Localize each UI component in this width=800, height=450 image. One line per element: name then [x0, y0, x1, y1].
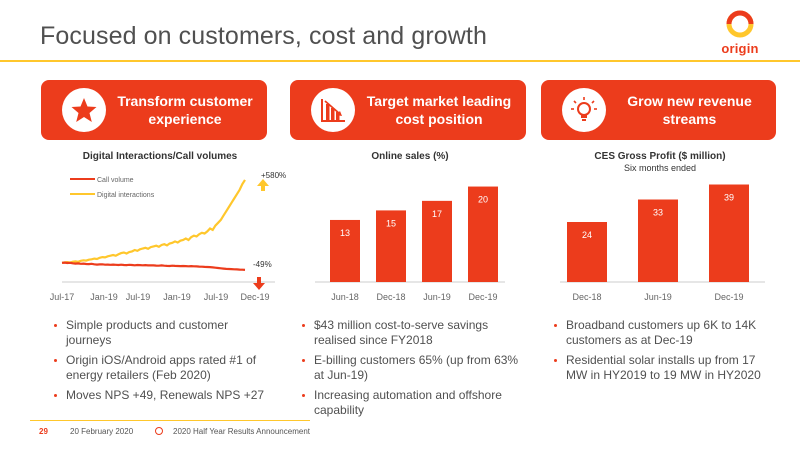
footer-divider: [30, 420, 310, 421]
origin-logo-icon: [726, 10, 754, 38]
bullet-item: Moves NPS +49, Renewals NPS +27: [52, 388, 272, 403]
star-icon: [71, 98, 97, 122]
x-tick-label: Jul-19: [204, 292, 229, 302]
banner-label: Grow new revenue streams: [627, 93, 752, 127]
series-line-digital-interactions: [61, 179, 246, 264]
line-chart-legend: Call volume Digital interactions: [70, 177, 155, 199]
chart-title-online-sales: Online sales (%): [371, 151, 449, 162]
down-arrow-icon: [253, 277, 265, 290]
bullet-item: Residential solar installs up from 17 MW…: [552, 353, 774, 383]
bullet-list-customer: Simple products and customer journeys Or…: [52, 318, 272, 408]
x-tick-label: Dec-19: [714, 292, 743, 302]
x-tick-label: Dec-19: [468, 292, 497, 302]
x-tick-label: Jun-19: [423, 292, 451, 302]
line-chart: Call volume Digital interactions +580% -…: [50, 171, 286, 302]
bar: [468, 186, 498, 282]
bullet-list-cost: $43 million cost-to-serve savings realis…: [300, 318, 528, 423]
chart-title-digital: Digital Interactions/Call volumes: [82, 151, 238, 162]
bullet-list-revenue: Broadband customers up 6K to 14K custome…: [552, 318, 774, 388]
bar-value-label: 13: [340, 228, 350, 238]
slide-title: Focused on customers, cost and growth: [40, 22, 487, 50]
x-tick-label: Jan-19: [163, 292, 191, 302]
legend-label-call-volume: Call volume: [97, 177, 134, 184]
bar-value-label: 24: [582, 230, 592, 240]
bar-value-label: 20: [478, 195, 488, 205]
x-tick-label: Jul-19: [126, 292, 151, 302]
x-tick-label: Jun-19: [644, 292, 672, 302]
lightbulb-icon-badge: [562, 88, 606, 132]
bar-value-label: 17: [432, 209, 442, 219]
cost-chart-icon: [321, 99, 345, 122]
footer-ring-icon: [155, 427, 163, 435]
bar-value-label: 33: [653, 208, 663, 218]
footer-event: 2020 Half Year Results Announcement: [173, 427, 310, 436]
bar-value-label: 39: [724, 193, 734, 203]
bar-value-label: 15: [386, 218, 396, 228]
cost-chart-icon-badge: [311, 88, 355, 132]
annotation-minus-49: -49%: [253, 260, 272, 269]
x-tick-label: Dec-18: [572, 292, 601, 302]
bullet-item: Simple products and customer journeys: [52, 318, 272, 348]
bar: [376, 210, 406, 282]
bullet-item: $43 million cost-to-serve savings realis…: [300, 318, 528, 348]
bar-chart-ces-profit: 24 Dec-18 33 Jun-19 39 Dec-19: [560, 184, 765, 302]
star-icon-badge: [62, 88, 106, 132]
lightbulb-icon: [571, 97, 597, 121]
title-divider: [0, 60, 800, 62]
x-tick-label: Dec-19: [240, 292, 269, 302]
banner-cost-position: Target market leading cost position: [290, 80, 526, 140]
bar-chart-online-sales: 13 Jun-18 15 Dec-18 17 Jun-19 20 Dec-19: [315, 186, 505, 302]
x-tick-label: Dec-18: [376, 292, 405, 302]
bullet-item: Origin iOS/Android apps rated #1 of ener…: [52, 353, 272, 383]
banner-label: Transform customer experience: [117, 93, 253, 127]
legend-label-digital: Digital interactions: [97, 192, 155, 199]
footer-date: 20 February 2020: [70, 427, 134, 436]
bar: [422, 200, 452, 282]
page-number: 29: [39, 427, 48, 436]
chart-subtitle-ces: Six months ended: [623, 163, 697, 173]
x-tick-label: Jun-18: [331, 292, 359, 302]
origin-logo: origin: [712, 8, 768, 58]
annotation-plus-580: +580%: [261, 171, 286, 180]
slide-footer: 29 20 February 2020 2020 Half Year Resul…: [0, 420, 800, 440]
chart-title-ces: CES Gross Profit ($ million): [594, 151, 726, 162]
bullet-item: Increasing automation and offshore capab…: [300, 388, 528, 418]
banner-label: Target market leading cost position: [366, 93, 512, 127]
banner-customer-experience: Transform customer experience: [41, 80, 267, 140]
bullet-item: E-billing customers 65% (up from 63% at …: [300, 353, 528, 383]
bar: [638, 199, 678, 282]
bar: [330, 219, 360, 282]
bar: [567, 222, 607, 282]
logo-wordmark: origin: [721, 41, 759, 56]
up-arrow-icon: [257, 179, 269, 191]
bar: [709, 184, 749, 282]
bullet-item: Broadband customers up 6K to 14K custome…: [552, 318, 774, 348]
series-line-call-volume: [61, 261, 246, 271]
x-tick-label: Jul-17: [50, 292, 75, 302]
x-tick-label: Jan-19: [90, 292, 118, 302]
banner-revenue-streams: Grow new revenue streams: [541, 80, 776, 140]
